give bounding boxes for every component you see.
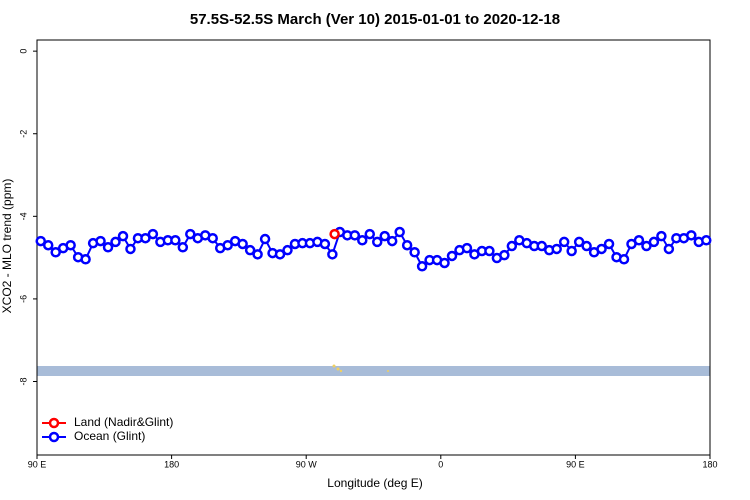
- land-band: [37, 366, 710, 376]
- y-axis-label: XCO2 - MLO trend (ppm): [0, 179, 14, 314]
- point: [379, 230, 390, 242]
- point: [327, 249, 338, 260]
- land-dot: [387, 370, 389, 372]
- point: [573, 236, 585, 248]
- point: [581, 240, 592, 252]
- point: [551, 243, 562, 255]
- point: [439, 257, 450, 269]
- point: [536, 240, 547, 252]
- legend-label: Ocean (Glint): [74, 429, 145, 443]
- y-tick-label: -8: [18, 377, 28, 385]
- point: [349, 230, 361, 241]
- y-tick-label: 0: [18, 49, 28, 54]
- point: [50, 246, 61, 258]
- legend-marker: [48, 431, 60, 443]
- point: [110, 236, 121, 248]
- x-tick-label: 180: [702, 459, 717, 469]
- point: [394, 226, 405, 238]
- x-tick-label: 90 E: [28, 459, 47, 469]
- point: [319, 238, 331, 250]
- point: [461, 242, 473, 254]
- point: [618, 254, 630, 265]
- land-dot: [336, 367, 340, 371]
- point: [686, 230, 697, 241]
- point: [499, 249, 510, 261]
- point: [170, 235, 181, 246]
- point: [446, 250, 458, 262]
- point: [35, 235, 46, 247]
- point: [364, 228, 376, 240]
- point: [222, 239, 233, 251]
- point: [663, 243, 675, 255]
- y-tick-label: -4: [18, 212, 28, 220]
- plot-frame: [36, 39, 711, 456]
- point: [656, 230, 667, 242]
- legend-label: Land (Nadir&Glint): [74, 415, 173, 429]
- point: [701, 235, 712, 246]
- y-tick-label: -6: [18, 295, 28, 303]
- point: [641, 240, 652, 252]
- point: [274, 249, 286, 260]
- point: [237, 238, 248, 250]
- chart-title: 57.5S-52.5S March (Ver 10) 2015-01-01 to…: [190, 11, 560, 28]
- point: [252, 249, 263, 260]
- point: [371, 236, 383, 248]
- point: [207, 232, 218, 244]
- point: [603, 238, 615, 250]
- point: [329, 228, 340, 240]
- point: [416, 261, 428, 272]
- point: [386, 235, 398, 247]
- point: [506, 240, 518, 252]
- point: [177, 242, 189, 253]
- point: [65, 239, 76, 251]
- point: [558, 236, 570, 248]
- legend-marker: [48, 417, 60, 429]
- x-axis-label: Longitude (deg E): [327, 476, 422, 490]
- y-tick-label: -2: [18, 130, 28, 138]
- point: [80, 254, 91, 265]
- x-tick-label: 90 W: [296, 459, 318, 469]
- point: [102, 242, 114, 253]
- point: [42, 239, 54, 251]
- point: [185, 228, 196, 240]
- x-tick-label: 180: [164, 459, 179, 469]
- point: [596, 243, 607, 255]
- point: [282, 244, 293, 256]
- point: [648, 236, 660, 248]
- point: [409, 246, 420, 258]
- x-tick-label: 0: [438, 459, 443, 469]
- x-tick-label: 90 E: [566, 459, 585, 469]
- point: [244, 244, 256, 256]
- point: [357, 235, 368, 246]
- point: [95, 235, 106, 247]
- point: [125, 243, 136, 255]
- point: [566, 245, 577, 257]
- point: [147, 228, 159, 240]
- point: [633, 235, 645, 246]
- point: [140, 232, 151, 244]
- point: [259, 233, 271, 245]
- point: [117, 230, 129, 242]
- land-dot: [339, 369, 343, 373]
- land-dot: [332, 364, 336, 368]
- point: [484, 245, 495, 257]
- point: [401, 239, 413, 251]
